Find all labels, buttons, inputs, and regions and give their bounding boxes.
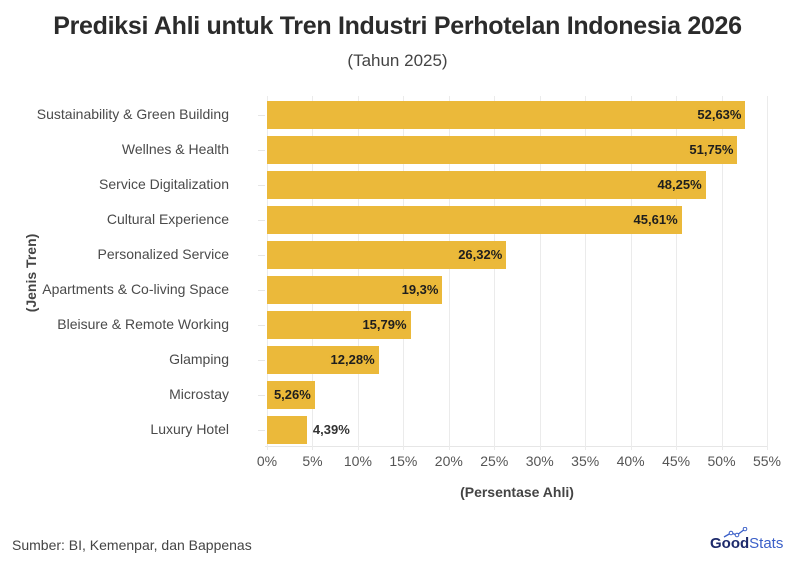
x-tick-label: 25% bbox=[480, 453, 509, 469]
x-tick-label: 50% bbox=[707, 453, 736, 469]
bar bbox=[267, 136, 738, 164]
y-tick bbox=[258, 325, 265, 326]
category-label: Microstay bbox=[169, 386, 229, 402]
bar bbox=[267, 241, 507, 269]
x-tick-label: 15% bbox=[389, 453, 418, 469]
x-tick-label: 35% bbox=[571, 453, 600, 469]
category-label: Sustainability & Green Building bbox=[36, 106, 229, 122]
x-tick-label: 45% bbox=[662, 453, 691, 469]
gridline bbox=[403, 96, 405, 450]
category-label: Service Digitalization bbox=[99, 176, 229, 192]
gridline bbox=[312, 96, 314, 450]
bar-value-label: 26,32% bbox=[458, 247, 503, 262]
y-tick bbox=[258, 430, 265, 431]
category-label: Cultural Experience bbox=[106, 211, 229, 227]
bar bbox=[267, 171, 706, 199]
y-tick bbox=[258, 220, 265, 221]
y-tick bbox=[258, 360, 265, 361]
x-tick-label: 5% bbox=[302, 453, 323, 469]
gridline bbox=[494, 96, 496, 450]
bar bbox=[267, 311, 411, 339]
bar-value-label: 48,25% bbox=[657, 177, 702, 192]
plot-area: 0% 5% 10% 15% 20% 25% 30% 35% 40% 45% 50% 55% Sustai… bbox=[37, 96, 781, 469]
bar bbox=[267, 276, 443, 304]
x-tick-label: 40% bbox=[616, 453, 645, 469]
gridline bbox=[721, 96, 723, 450]
bar-value-label: 4,39% bbox=[312, 422, 350, 437]
x-axis-label: (Persentase Ahli) bbox=[460, 484, 574, 500]
chart-title: Prediksi Ahli untuk Tren Industri Perhot… bbox=[53, 12, 742, 40]
bar-value-label: 12,28% bbox=[330, 352, 375, 367]
x-tick-label: 30% bbox=[525, 453, 554, 469]
bar-value-label: 51,75% bbox=[689, 142, 734, 157]
bar bbox=[267, 101, 746, 129]
chart-subtitle: (Tahun 2025) bbox=[347, 51, 448, 70]
y-tick bbox=[258, 395, 265, 396]
chart-line-icon bbox=[723, 527, 748, 538]
bar bbox=[267, 416, 307, 444]
bar-value-label: 52,63% bbox=[697, 107, 742, 122]
source-note: Sumber: BI, Kemenpar, dan Bappenas bbox=[12, 537, 252, 553]
bar bbox=[267, 206, 682, 234]
logo-stats-text: Stats bbox=[749, 535, 784, 552]
gridline bbox=[539, 96, 541, 450]
y-tick bbox=[258, 150, 265, 151]
category-label: Luxury Hotel bbox=[150, 421, 229, 437]
x-tick-label: 0% bbox=[256, 453, 278, 469]
bar-value-label: 5,26% bbox=[273, 387, 311, 402]
x-tick-label: 55% bbox=[752, 453, 782, 469]
category-label: Apartments & Co-living Space bbox=[42, 281, 229, 297]
bar-value-label: 15,79% bbox=[362, 317, 407, 332]
goodstats-logo: GoodStats bbox=[710, 527, 784, 552]
logo-good-text: Good bbox=[710, 535, 750, 552]
category-label: Glamping bbox=[169, 351, 229, 367]
gridline bbox=[630, 96, 632, 450]
y-tick bbox=[258, 115, 265, 116]
x-axis-line bbox=[265, 446, 767, 447]
y-tick bbox=[258, 255, 265, 256]
y-tick bbox=[258, 290, 265, 291]
y-tick bbox=[258, 185, 265, 186]
gridline bbox=[267, 96, 268, 450]
bar-value-label: 45,61% bbox=[633, 212, 678, 227]
x-tick-label: 10% bbox=[343, 453, 372, 469]
bar bbox=[267, 346, 379, 374]
gridline bbox=[767, 96, 768, 450]
bar bbox=[267, 381, 315, 409]
gridline bbox=[585, 96, 587, 450]
category-label: Bleisure & Remote Working bbox=[57, 316, 229, 332]
gridline bbox=[448, 96, 450, 450]
gridline bbox=[357, 96, 359, 450]
gridline bbox=[676, 96, 678, 450]
category-label: Personalized Service bbox=[97, 246, 229, 262]
bar-value-label: 19,3% bbox=[401, 282, 439, 297]
category-label: Wellnes & Health bbox=[121, 141, 229, 157]
x-tick-label: 20% bbox=[434, 453, 463, 469]
